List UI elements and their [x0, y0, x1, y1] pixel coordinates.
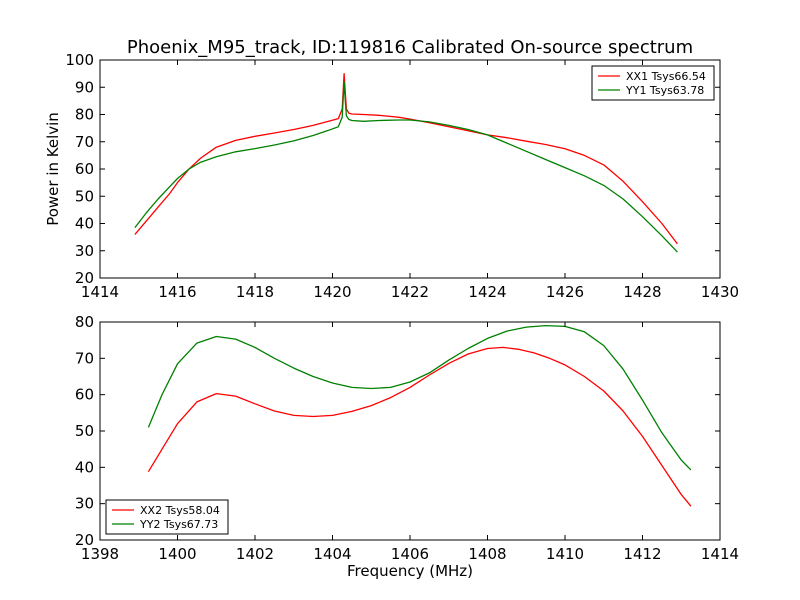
- x-axis-label: Frequency (MHz): [347, 562, 473, 580]
- upper-y-tick-label: 50: [75, 187, 94, 205]
- upper-y-tick-label: 30: [75, 242, 94, 260]
- lower-x-tick-label: 1398: [81, 545, 119, 563]
- upper-x-tick-label: 1428: [623, 283, 661, 301]
- upper-series-line-1: [134, 72, 678, 245]
- upper-y-tick-label: 40: [75, 215, 94, 233]
- upper-series-line-2: [134, 81, 678, 253]
- lower-y-tick-label: 70: [75, 349, 94, 367]
- upper-legend-label-1: XX1 Tsys66.54: [626, 70, 706, 83]
- upper-x-tick-label: 1418: [236, 283, 274, 301]
- upper-legend-box: [591, 65, 715, 101]
- lower-y-tick-label: 40: [75, 458, 94, 476]
- lower-legend-label-2: YY2 Tsys67.73: [139, 518, 218, 531]
- upper-x-tick-label: 1426: [546, 283, 584, 301]
- upper-y-tick-label: 20: [75, 269, 94, 287]
- lower-y-tick-label: 80: [75, 313, 94, 331]
- upper-y-tick-label: 80: [75, 106, 94, 124]
- upper-chart: 1414 1416 1418 1420 1422 1424 1426 1428 1430 20 30…: [65, 51, 739, 301]
- lower-x-tick-label: 1404: [313, 545, 351, 563]
- upper-y-tick-label: 70: [75, 133, 94, 151]
- lower-x-tick-label: 1406: [391, 545, 429, 563]
- lower-legend-label-1: XX2 Tsys58.04: [140, 504, 220, 517]
- lower-y-tick-label: 30: [75, 495, 94, 513]
- lower-series-line-2: [147, 324, 692, 471]
- lower-x-tick-label: 1400: [158, 545, 196, 563]
- lower-series-line-1: [147, 346, 692, 507]
- lower-x-tick-label: 1408: [468, 545, 506, 563]
- lower-x-tick-label: 1414: [701, 545, 739, 563]
- lower-x-tick-label: 1402: [236, 545, 274, 563]
- y-axis-label: Power in Kelvin: [44, 112, 62, 226]
- lower-x-tick-label: 1412: [623, 545, 661, 563]
- upper-y-tick-label: 90: [75, 78, 94, 96]
- upper-x-tick-label: 1430: [701, 283, 739, 301]
- upper-legend-label-2: YY1 Tsys63.78: [625, 84, 704, 97]
- upper-y-tick-label: 60: [75, 160, 94, 178]
- upper-x-tick-label: 1416: [158, 283, 196, 301]
- lower-y-tick-label: 60: [75, 386, 94, 404]
- upper-x-tick-label: 1414: [81, 283, 119, 301]
- upper-x-tick-label: 1420: [313, 283, 351, 301]
- lower-y-tick-label: 20: [75, 531, 94, 549]
- plots-group: 1414 1416 1418 1420 1422 1424 1426 1428 1430 20 30…: [65, 51, 739, 563]
- upper-x-tick-label: 1422: [391, 283, 429, 301]
- lower-chart: 1398 1400 1402 1404 1406 1408 1410 1412 1414 20 30…: [75, 313, 739, 563]
- lower-y-tick-label: 50: [75, 422, 94, 440]
- lower-x-tick-label: 1410: [546, 545, 584, 563]
- chart-title: Phoenix_M95_track, ID:119816 Calibrated …: [127, 37, 693, 58]
- upper-x-tick-label: 1424: [468, 283, 506, 301]
- upper-y-tick-label: 100: [65, 51, 94, 69]
- lower-legend-box: [105, 499, 229, 535]
